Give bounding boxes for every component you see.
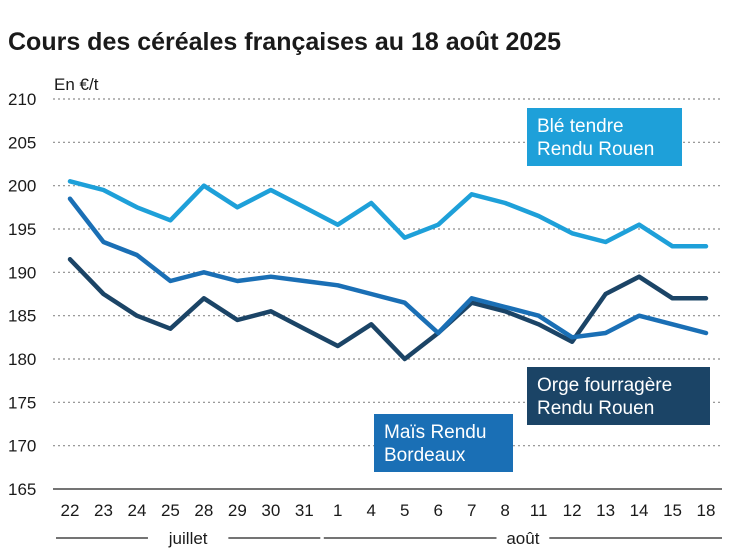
x-tick-label: 18 [697, 501, 716, 520]
y-tick-label: 195 [8, 220, 36, 239]
series-label-text: Blé tendre [537, 116, 624, 137]
x-tick-label: 7 [467, 501, 476, 520]
y-tick-label: 205 [8, 133, 36, 152]
series-label-text: Rendu Rouen [537, 398, 654, 419]
y-tick-label: 200 [8, 177, 36, 196]
month-label: août [506, 529, 539, 548]
series-label-background [527, 108, 682, 166]
x-tick-label: 5 [400, 501, 409, 520]
y-axis-unit-label: En €/t [54, 75, 99, 94]
x-tick-label: 24 [127, 501, 146, 520]
x-tick-label: 6 [433, 501, 442, 520]
y-tick-label: 180 [8, 350, 36, 369]
x-tick-label: 25 [161, 501, 180, 520]
y-tick-label: 190 [8, 263, 36, 282]
y-tick-label: 170 [8, 437, 36, 456]
x-tick-label: 11 [530, 501, 548, 520]
x-tick-label: 30 [261, 501, 280, 520]
x-tick-label: 8 [500, 501, 509, 520]
x-tick-label: 12 [563, 501, 582, 520]
series-line [67, 179, 709, 249]
x-tick-label: 28 [194, 501, 213, 520]
x-tick-label: 29 [228, 501, 247, 520]
x-tick-label: 1 [333, 501, 342, 520]
x-tick-label: 4 [367, 501, 376, 520]
x-tick-label: 15 [663, 501, 682, 520]
x-tick-label: 13 [596, 501, 615, 520]
x-tick-label: 22 [61, 501, 80, 520]
x-tick-label: 14 [630, 501, 649, 520]
y-tick-label: 185 [8, 307, 36, 326]
series-label-background [374, 414, 513, 472]
month-label: juillet [168, 529, 208, 548]
y-tick-label: 175 [8, 393, 36, 412]
series-line [67, 196, 709, 340]
series-label-text: Rendu Rouen [537, 139, 654, 160]
x-tick-label: 23 [94, 501, 113, 520]
series-label-background [527, 367, 710, 425]
series-label-text: Bordeaux [384, 445, 466, 466]
y-tick-label: 210 [8, 90, 36, 109]
x-axis: 22 23 24 25 28 29 30 31 1 4 5 6 7 8 11 12 13 14 15 18juille… [56, 501, 722, 548]
series-label-text: Maïs Rendu [384, 422, 486, 443]
x-tick-label: 31 [295, 501, 314, 520]
grid-layer: 165 170 175 180 185 190 195 200 205 210 [8, 90, 722, 499]
series-line [67, 257, 709, 362]
series-layer [67, 179, 709, 362]
series-label-text: Orge fourragère [537, 375, 672, 396]
y-tick-label: 165 [8, 480, 36, 499]
chart-title: Cours des céréales françaises au 18 août… [8, 28, 561, 56]
